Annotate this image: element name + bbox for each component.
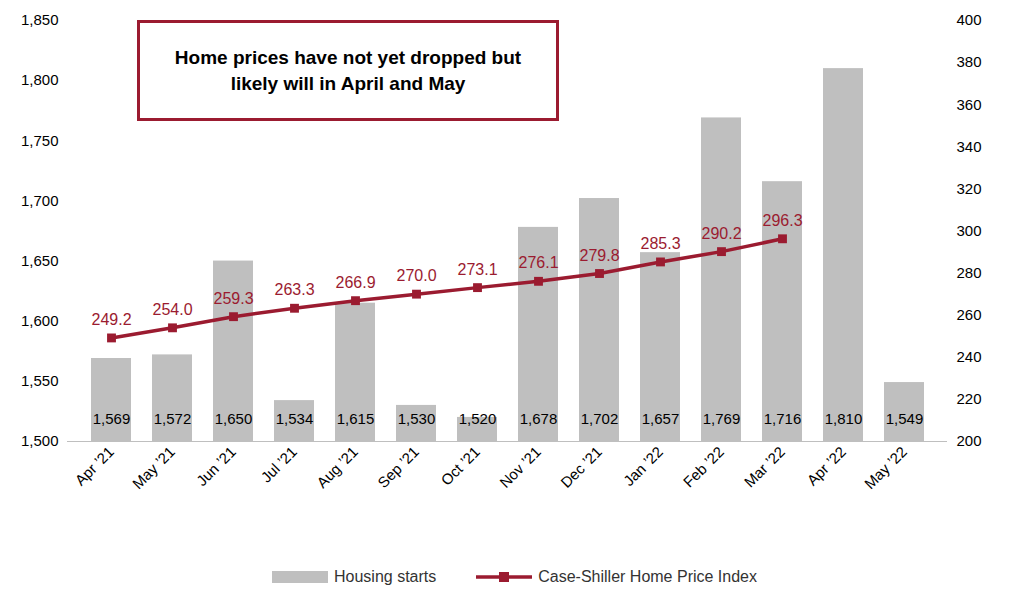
svg-text:Oct ’21: Oct ’21: [437, 443, 483, 489]
svg-text:1,750: 1,750: [21, 132, 59, 149]
svg-text:1,615: 1,615: [337, 410, 375, 427]
svg-text:May ’22: May ’22: [861, 443, 910, 492]
svg-text:380: 380: [957, 53, 982, 70]
svg-text:273.1: 273.1: [457, 261, 497, 278]
html-text:Home prices have not yet dropp: Home prices have not yet dropped but lik…: [174, 46, 522, 94]
svg-text:1,800: 1,800: [21, 71, 59, 88]
svg-text:Jul ’21: Jul ’21: [257, 443, 300, 486]
svg-text:Jun ’21: Jun ’21: [193, 443, 239, 489]
svg-text:290.2: 290.2: [701, 225, 741, 242]
svg-text:200: 200: [957, 432, 982, 449]
svg-text:296.3: 296.3: [762, 212, 802, 229]
svg-text:1,569: 1,569: [93, 410, 131, 427]
svg-text:1,520: 1,520: [459, 410, 497, 427]
svg-text:Jan ’22: Jan ’22: [620, 443, 666, 489]
svg-text:1,549: 1,549: [886, 410, 924, 427]
svg-text:285.3: 285.3: [640, 235, 680, 252]
svg-text:279.8: 279.8: [579, 247, 619, 264]
svg-text:240: 240: [957, 348, 982, 365]
svg-text:1,810: 1,810: [825, 410, 863, 427]
svg-text:270.0: 270.0: [396, 267, 436, 284]
html-text:Housing starts: Housing starts: [334, 568, 437, 585]
svg-text:Apr ’21: Apr ’21: [71, 443, 117, 489]
svg-text:Feb ’22: Feb ’22: [680, 443, 727, 490]
svg-text:1,700: 1,700: [21, 192, 59, 209]
svg-text:254.0: 254.0: [152, 301, 192, 318]
svg-text:1,769: 1,769: [703, 410, 741, 427]
html-text:Case-Shiller Home Price Index: Case-Shiller Home Price Index: [538, 568, 757, 585]
svg-text:Dec ’21: Dec ’21: [557, 443, 605, 491]
svg-text:Aug ’21: Aug ’21: [313, 443, 361, 491]
svg-text:Mar ’22: Mar ’22: [741, 443, 788, 490]
svg-text:1,600: 1,600: [21, 312, 59, 329]
svg-text:266.9: 266.9: [335, 274, 375, 291]
svg-text:260: 260: [957, 306, 982, 323]
svg-text:May ’21: May ’21: [129, 443, 178, 492]
svg-text:1,702: 1,702: [581, 410, 619, 427]
svg-text:280: 280: [957, 264, 982, 281]
svg-text:340: 340: [957, 138, 982, 155]
svg-text:1,650: 1,650: [21, 252, 59, 269]
svg-text:Nov ’21: Nov ’21: [496, 443, 544, 491]
svg-text:1,650: 1,650: [215, 410, 253, 427]
svg-text:1,534: 1,534: [276, 410, 314, 427]
svg-text:1,572: 1,572: [154, 410, 192, 427]
svg-text:249.2: 249.2: [91, 311, 131, 328]
svg-text:300: 300: [957, 222, 982, 239]
svg-text:Sep ’21: Sep ’21: [374, 443, 422, 491]
svg-text:1,657: 1,657: [642, 410, 680, 427]
svg-text:320: 320: [957, 180, 982, 197]
svg-text:276.1: 276.1: [518, 254, 558, 271]
svg-text:1,678: 1,678: [520, 410, 558, 427]
svg-text:360: 360: [957, 96, 982, 113]
svg-text:1,500: 1,500: [21, 432, 59, 449]
svg-text:400: 400: [957, 11, 982, 28]
svg-text:220: 220: [957, 390, 982, 407]
svg-text:1,550: 1,550: [21, 372, 59, 389]
svg-text:259.3: 259.3: [213, 290, 253, 307]
svg-text:1,716: 1,716: [764, 410, 802, 427]
svg-text:1,530: 1,530: [398, 410, 436, 427]
svg-text:1,850: 1,850: [21, 11, 59, 28]
svg-text:Apr ’22: Apr ’22: [803, 443, 849, 489]
svg-text:263.3: 263.3: [274, 281, 314, 298]
